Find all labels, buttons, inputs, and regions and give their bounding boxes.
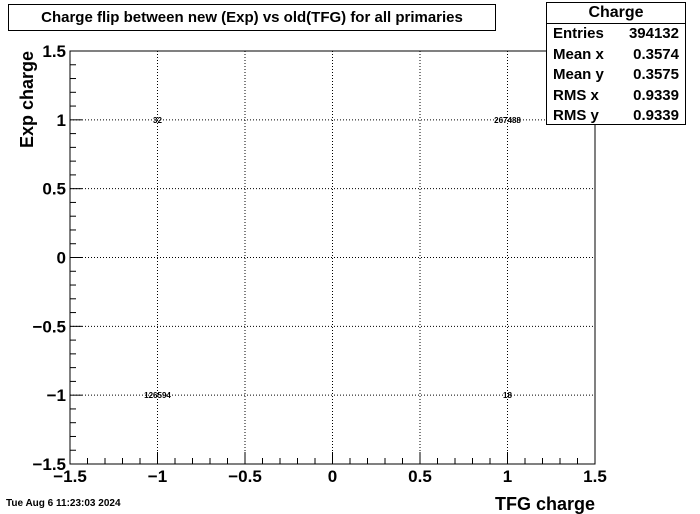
- stats-label: RMS y: [553, 107, 599, 124]
- chart-title-box: Charge flip between new (Exp) vs old(TFG…: [8, 4, 496, 31]
- y-tick-label: −1.5: [32, 455, 66, 474]
- x-tick-label: −1.5: [53, 467, 87, 486]
- y-axis-title: Exp charge: [17, 51, 37, 148]
- timestamp-label: Tue Aug 6 11:23:03 2024: [6, 498, 121, 509]
- y-tick-label: 0.5: [42, 180, 66, 199]
- stats-label: Mean x: [553, 45, 604, 63]
- grid-lines: [69, 50, 596, 465]
- plot-frame: [69, 50, 596, 465]
- x-tick-label: −0.5: [228, 467, 262, 486]
- y-tick-labels: −1.5 −1 −0.5 0 0.5 1 1.5: [32, 42, 66, 474]
- cell-labels: 32 267488 126594 18: [144, 116, 521, 400]
- cell-count-label: 126594: [144, 391, 171, 400]
- y-tick-label: −1: [47, 386, 66, 405]
- stats-row-rms-x: RMS x 0.9339: [547, 86, 685, 107]
- stats-label: RMS x: [553, 86, 599, 104]
- y-tick-label: −0.5: [32, 317, 66, 336]
- y-tick-label: 1.5: [42, 42, 66, 61]
- x-tick-label: 1.5: [583, 467, 607, 486]
- x-axis-title: TFG charge: [495, 494, 595, 514]
- stats-header: Charge: [547, 3, 685, 24]
- cell-count-label: 267488: [494, 116, 521, 125]
- x-tick-label: 0: [328, 467, 337, 486]
- x-tick-label: −1: [148, 467, 167, 486]
- stats-value: 394132: [628, 25, 679, 42]
- stats-row-entries: Entries 394132: [547, 24, 685, 45]
- stats-row-mean-x: Mean x 0.3574: [547, 45, 685, 66]
- x-tick-label: 0.5: [408, 467, 432, 486]
- stats-label: Entries: [553, 25, 604, 42]
- stats-value: 0.3575: [633, 66, 679, 83]
- chart-title: Charge flip between new (Exp) vs old(TFG…: [41, 9, 463, 26]
- x-tick-labels: −1.5 −1 −0.5 0 0.5 1 1.5: [53, 467, 607, 486]
- stats-value: 0.9339: [633, 86, 679, 104]
- cell-count-label: 32: [153, 116, 162, 125]
- stats-label: Mean y: [553, 66, 604, 83]
- axis-ticks: [69, 50, 596, 465]
- y-tick-label: 1: [57, 111, 66, 130]
- stats-box: Charge Entries 394132 Mean x 0.3574 Mean…: [546, 2, 686, 125]
- x-tick-label: 1: [503, 467, 512, 486]
- stats-row-rms-y: RMS y 0.9339: [547, 106, 685, 127]
- stats-row-mean-y: Mean y 0.3575: [547, 65, 685, 86]
- y-tick-label: 0: [57, 249, 66, 268]
- cell-count-label: 18: [503, 391, 512, 400]
- stats-value: 0.3574: [633, 45, 679, 63]
- stats-value: 0.9339: [633, 107, 679, 124]
